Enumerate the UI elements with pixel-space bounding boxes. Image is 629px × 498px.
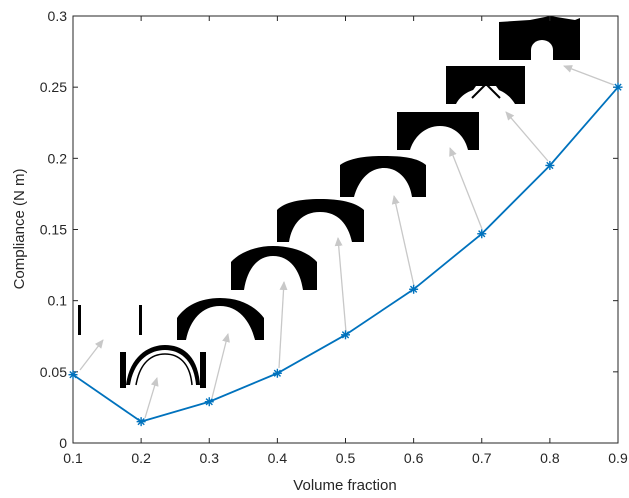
data-point — [409, 284, 419, 294]
arrow-0.5 — [334, 237, 347, 333]
arrow-0.1 — [79, 339, 104, 371]
topology-image-0.6 — [340, 156, 426, 197]
arrow-0.6 — [391, 195, 415, 287]
data-point — [272, 368, 282, 378]
x-tick-label: 0.9 — [608, 450, 628, 466]
x-axis-label: Volume fraction — [293, 477, 396, 494]
y-tick-label: 0 — [59, 435, 67, 451]
data-point — [341, 330, 350, 340]
y-tick-label: 0.1 — [48, 293, 68, 309]
data-series — [68, 82, 623, 427]
arrow-0.2 — [144, 377, 159, 419]
topology-image-0.4 — [231, 246, 317, 290]
topology-image-0.5 — [277, 199, 364, 242]
arrow-0.7 — [449, 147, 483, 230]
x-tick-label: 0.5 — [336, 450, 356, 466]
topology-image-0.8 — [446, 66, 525, 104]
data-point — [545, 160, 555, 170]
arrow-0.3 — [211, 333, 230, 399]
y-tick-label: 0.05 — [40, 364, 67, 380]
x-tick-label: 0.4 — [268, 450, 288, 466]
x-tick-label: 0.3 — [200, 450, 220, 466]
data-point — [477, 229, 487, 239]
data-point — [136, 417, 146, 427]
y-axis-label: Compliance (N m) — [11, 169, 28, 290]
topology-image-0.7 — [397, 112, 479, 150]
arrow-0.4 — [278, 281, 288, 369]
y-tick-label: 0.3 — [48, 8, 68, 24]
data-point — [613, 82, 623, 92]
annotation-arrows — [79, 65, 615, 419]
y-tick-label: 0.25 — [40, 79, 67, 95]
inset-images — [78, 16, 580, 388]
topology-image-0.9 — [499, 16, 580, 60]
topology-image-0.3 — [177, 298, 264, 340]
x-tick-label: 0.1 — [63, 450, 83, 466]
axes: 0.1 0.2 0.3 0.4 0.5 0.6 0.7 0.8 0.9 0 0.05 0.1 0.15 0… — [40, 8, 628, 466]
x-tick-label: 0.8 — [540, 450, 560, 466]
y-tick-label: 0.2 — [48, 150, 68, 166]
topology-image-0.2 — [120, 345, 206, 388]
x-tick-label: 0.2 — [131, 450, 151, 466]
data-point — [68, 370, 78, 380]
y-tick-label: 0.15 — [40, 222, 67, 238]
plot-area — [72, 15, 619, 444]
topology-image-0.1 — [78, 305, 142, 335]
x-tick-label: 0.6 — [404, 450, 424, 466]
arrow-0.9 — [563, 65, 615, 86]
x-tick-label: 0.7 — [472, 450, 492, 466]
arrow-0.8 — [505, 111, 549, 162]
data-point — [204, 397, 214, 407]
